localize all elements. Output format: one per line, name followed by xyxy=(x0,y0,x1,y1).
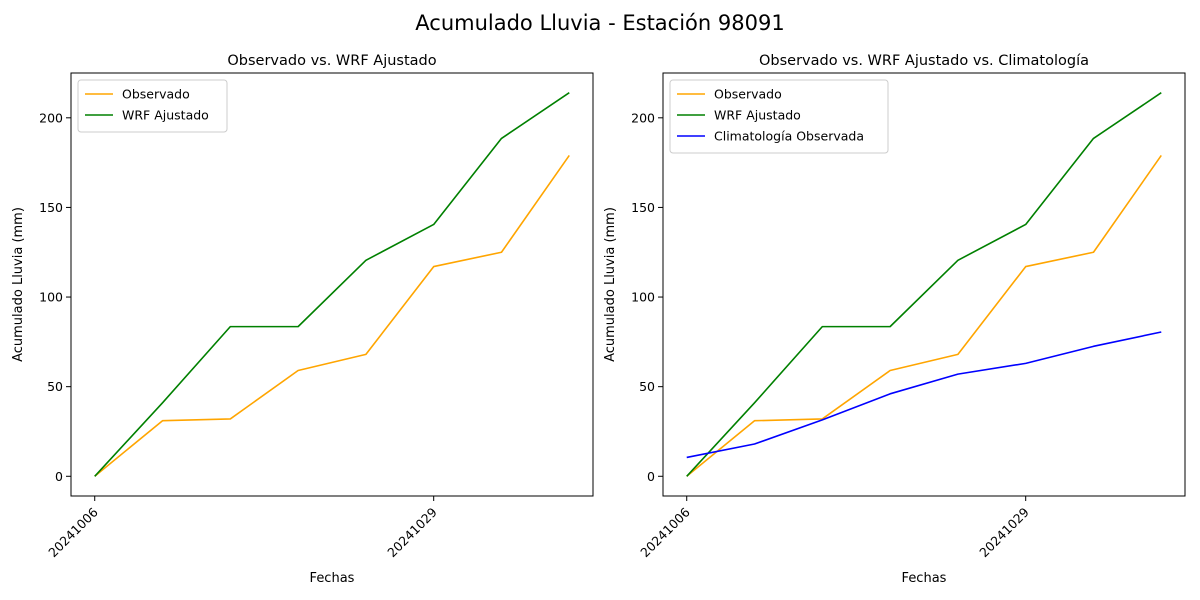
legend-label: WRF Ajustado xyxy=(122,108,209,123)
series-line-observado xyxy=(94,154,570,477)
y-tick-label: 50 xyxy=(47,379,63,394)
y-tick-label: 50 xyxy=(639,379,655,394)
legend: Observado WRF Ajustado Climatología Observ… xyxy=(669,79,889,154)
figure-title: Acumulado Lluvia - Estación 98091 xyxy=(415,11,784,35)
legend-label: WRF Ajustado xyxy=(714,108,801,123)
legend-box xyxy=(669,79,889,154)
legend: Observado WRF Ajustado xyxy=(77,79,228,133)
y-tick-label: 0 xyxy=(647,469,655,484)
y-axis-label: Acumulado Lluvia (mm) xyxy=(11,207,26,362)
series-line-climatolog-a-observada xyxy=(686,331,1162,459)
legend-label: Observado xyxy=(122,87,190,102)
y-tick-label: 100 xyxy=(631,290,655,305)
series-line-wrf-ajustado xyxy=(686,92,1162,477)
y-tick-label: 0 xyxy=(55,469,63,484)
y-axis-label: Acumulado Lluvia (mm) xyxy=(603,207,618,362)
y-tick-label: 100 xyxy=(39,290,63,305)
legend-box xyxy=(77,79,228,133)
legend-label: Observado xyxy=(714,87,782,102)
axes-frame xyxy=(662,72,1186,497)
series-line-observado xyxy=(686,154,1162,477)
x-axis-label: Fechas xyxy=(902,571,947,586)
axes-title: Observado vs. WRF Ajustado xyxy=(227,53,436,69)
x-axis-label: Fechas xyxy=(310,571,355,586)
legend-label: Climatología Observada xyxy=(714,129,864,144)
series-line-wrf-ajustado xyxy=(94,92,570,477)
axes-title: Observado vs. WRF Ajustado vs. Climatolo… xyxy=(759,53,1089,69)
y-tick-label: 150 xyxy=(39,200,63,215)
axes-frame xyxy=(70,72,594,497)
y-tick-label: 200 xyxy=(39,110,63,125)
y-tick-label: 200 xyxy=(631,110,655,125)
y-tick-label: 150 xyxy=(631,200,655,215)
